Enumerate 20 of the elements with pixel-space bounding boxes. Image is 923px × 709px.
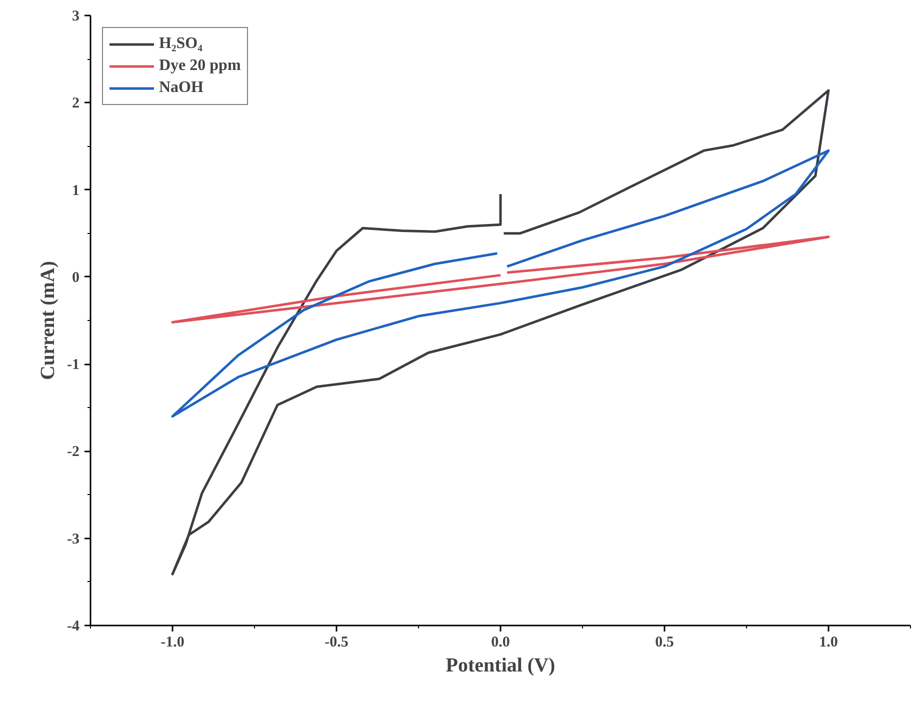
legend-label: NaOH xyxy=(159,79,204,97)
y-tick-label: 3 xyxy=(72,8,80,24)
y-tick-label: 1 xyxy=(72,182,80,199)
x-axis-title: Potential (V) xyxy=(446,654,556,676)
x-tick-label: 0.5 xyxy=(655,634,674,650)
y-tick-label: 2 xyxy=(72,96,80,112)
x-tick-label: -1.0 xyxy=(160,634,184,650)
legend-label: Dye 20 ppm xyxy=(159,57,241,75)
y-axis-title: Current (mA) xyxy=(37,260,60,380)
y-tick-label: -4 xyxy=(67,618,80,634)
y-tick-label: -2 xyxy=(67,444,80,460)
y-tick-label: 0 xyxy=(72,270,80,286)
x-tick-label: 0.0 xyxy=(491,634,510,650)
y-tick-label: -1 xyxy=(67,357,80,374)
line-series xyxy=(171,236,830,324)
line-series xyxy=(171,149,830,418)
y-tick-label: -3 xyxy=(67,531,80,548)
x-tick-label: 1.0 xyxy=(819,634,838,650)
legend-label: H₂SO₄ xyxy=(159,35,202,53)
x-tick-label: -0.5 xyxy=(324,634,348,650)
